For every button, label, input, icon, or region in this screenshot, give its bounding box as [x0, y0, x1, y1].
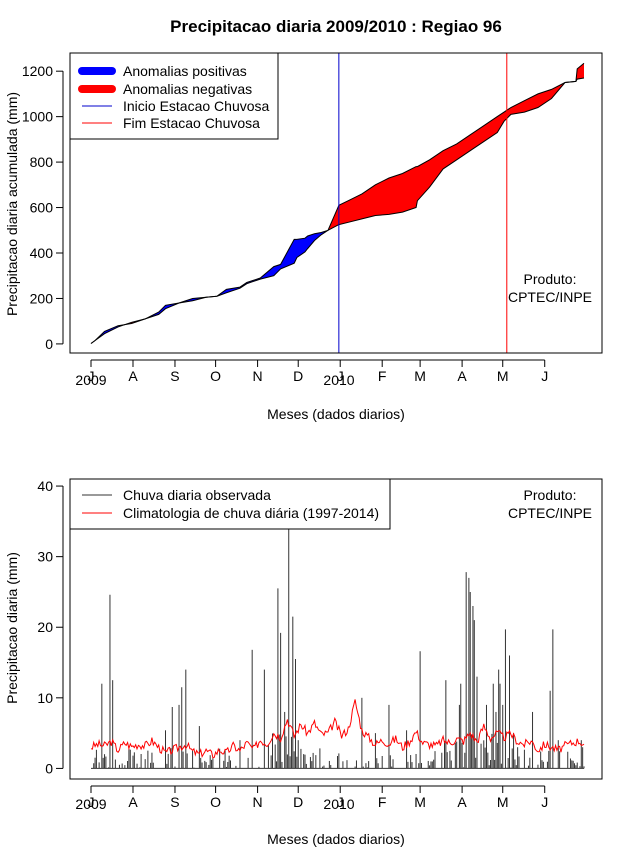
bottom-x-tick-label-2: S: [170, 794, 179, 810]
top-x-tick-label-4: N: [253, 368, 263, 384]
observed-cumulative-line: [90, 77, 585, 344]
top-plot-area: [90, 53, 585, 353]
anomaly-positive-area-0: [91, 324, 125, 344]
top-x-tick-label-1: A: [128, 368, 138, 384]
bottom-y-axis-label: Precipitacao diaria (mm): [4, 552, 20, 704]
top-year-label-2009: 2009: [75, 372, 106, 388]
top-year-label-2010: 2010: [323, 372, 354, 388]
legend-label-observed: Chuva diaria observada: [123, 487, 271, 503]
legend-label-fim: Fim Estacao Chuvosa: [123, 115, 260, 131]
top-x-tick-label-10: M: [497, 368, 509, 384]
bottom-chart: 0 10 20 30 40 J A S O N D J F M A M J 2009 2010 Meses (…: [4, 478, 603, 847]
bottom-x-axis-label: Meses (dados diarios): [267, 831, 405, 847]
bottom-x-tick-label-8: M: [414, 794, 426, 810]
top-x-tick-label-2: S: [170, 368, 179, 384]
legend-label-climatology: Climatologia de chuva diária (1997-2014): [123, 505, 379, 521]
bottom-y-tick-label-1: 10: [37, 690, 53, 706]
top-credit-line2: CPTEC/INPE: [508, 289, 592, 305]
top-x-tick-label-6: J: [337, 368, 344, 384]
bottom-legend-box: [69, 478, 391, 530]
legend-label-positive: Anomalias positivas: [123, 63, 247, 79]
bottom-x-tick-label-9: A: [457, 794, 467, 810]
bottom-x-tick-label-5: D: [293, 794, 303, 810]
top-y-tick-label-2: 400: [30, 245, 54, 261]
bottom-y-axis: 0 10 20 30 40: [37, 478, 64, 776]
top-y-tick-label-4: 800: [30, 154, 54, 170]
bottom-x-tick-label-0: J: [88, 794, 95, 810]
bottom-x-tick-label-10: M: [497, 794, 509, 810]
anomaly-negative-area-5: [575, 63, 584, 82]
top-x-tick-label-11: J: [541, 368, 548, 384]
top-legend: Anomalias positivas Anomalias negativas …: [69, 52, 279, 140]
anomaly-negative-area-3: [328, 82, 565, 231]
top-y-axis-label: Precipitacao diaria acumulada (mm): [4, 92, 20, 316]
top-x-tick-label-8: M: [414, 368, 426, 384]
bottom-y-tick-label-4: 40: [37, 478, 53, 494]
top-y-axis: 0 200 400 600 800 1000 1200: [22, 63, 64, 352]
bottom-x-tick-label-6: J: [337, 794, 344, 810]
top-x-tick-label-9: A: [457, 368, 467, 384]
top-y-tick-label-3: 600: [30, 200, 54, 216]
bottom-x-tick-label-11: J: [541, 794, 548, 810]
bottom-legend: Chuva diaria observada Climatologia de c…: [69, 478, 391, 530]
climatology-cumulative-line: [90, 62, 585, 344]
top-y-tick-label-5: 1000: [22, 109, 53, 125]
bottom-credit-line1: Produto:: [524, 487, 577, 503]
top-x-tick-label-0: J: [88, 368, 95, 384]
top-x-tick-label-5: D: [293, 368, 303, 384]
bottom-x-tick-label-3: O: [210, 794, 221, 810]
bottom-credit-line2: CPTEC/INPE: [508, 505, 592, 521]
bottom-y-tick-label-2: 20: [37, 619, 53, 635]
top-title: Precipitacao diaria 2009/2010 : Regiao 9…: [170, 17, 502, 36]
top-x-axis-label: Meses (dados diarios): [267, 406, 405, 422]
top-chart: Precipitacao diaria 2009/2010 : Regiao 9…: [4, 17, 603, 422]
legend-label-inicio: Inicio Estacao Chuvosa: [123, 98, 270, 114]
bottom-x-tick-label-7: F: [378, 794, 387, 810]
top-y-tick-label-0: 0: [45, 336, 53, 352]
top-plot-frame: [69, 52, 603, 354]
top-y-tick-label-6: 1200: [22, 63, 53, 79]
bottom-x-tick-label-4: N: [253, 794, 263, 810]
top-x-tick-label-3: O: [210, 368, 221, 384]
bottom-year-label-2010: 2010: [323, 796, 354, 812]
top-x-tick-label-7: F: [378, 368, 387, 384]
top-credit-line1: Produto:: [524, 271, 577, 287]
legend-label-negative: Anomalias negativas: [123, 81, 252, 97]
bottom-plot-area: [90, 517, 585, 769]
top-y-tick-label-1: 200: [30, 290, 54, 306]
climatology-daily-line: [90, 699, 585, 759]
bottom-year-label-2009: 2009: [75, 796, 106, 812]
bottom-y-tick-label-3: 30: [37, 549, 53, 565]
bottom-x-tick-label-1: A: [128, 794, 138, 810]
bottom-y-tick-label-0: 0: [45, 760, 53, 776]
